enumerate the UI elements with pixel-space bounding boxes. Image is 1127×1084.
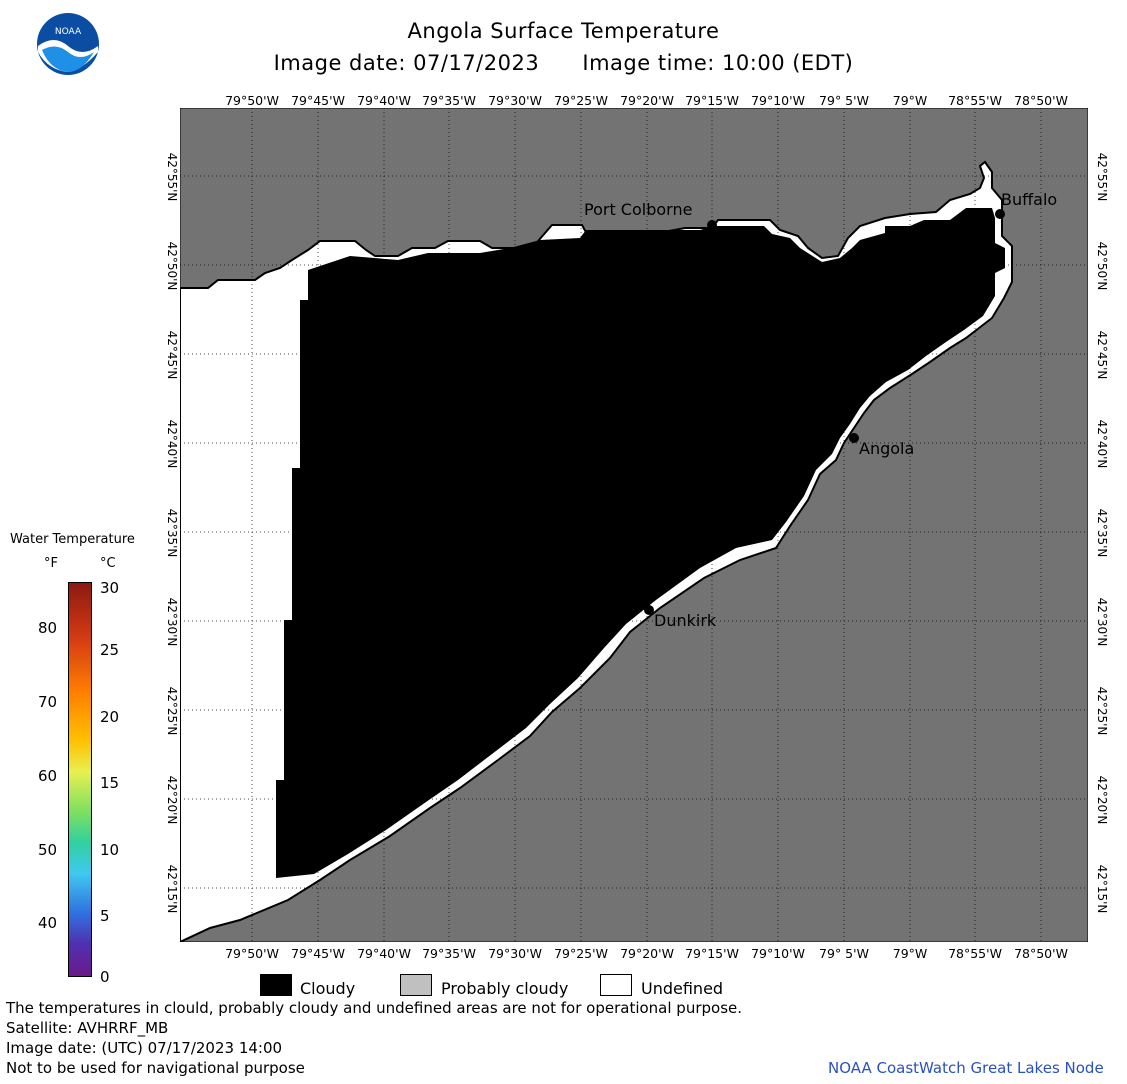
lon-label: 79°40'W bbox=[357, 946, 411, 961]
lon-label: 79°45'W bbox=[291, 946, 345, 961]
lat-label: 42°30'N bbox=[165, 597, 179, 647]
tick-c: 10 bbox=[100, 841, 120, 859]
lat-label: 42°25'N bbox=[165, 686, 179, 736]
tick-f: 50 bbox=[38, 841, 58, 859]
image-time: Image time: 10:00 (EDT) bbox=[582, 51, 854, 75]
lon-label: 79°50'W bbox=[225, 93, 279, 108]
lon-label: 79°15'W bbox=[685, 93, 739, 108]
lon-label: 79°W bbox=[892, 93, 928, 108]
map-subtitle: Image date: 07/17/2023 Image time: 10:00… bbox=[0, 51, 1127, 75]
unit-celsius: °C bbox=[100, 556, 116, 571]
lon-label: 79°50'W bbox=[225, 946, 279, 961]
grid-lines bbox=[180, 108, 1088, 942]
lon-label: 79°35'W bbox=[422, 946, 476, 961]
place-buffalo: Buffalo bbox=[1001, 190, 1058, 209]
lat-label: 42°35'N bbox=[165, 508, 179, 558]
place-angola: Angola bbox=[859, 439, 915, 458]
lon-label: 79°10'W bbox=[751, 946, 805, 961]
undefined-label: Undefined bbox=[641, 979, 724, 998]
lon-label: 79°20'W bbox=[620, 946, 674, 961]
lat-label: 42°45'N bbox=[1095, 330, 1109, 380]
unit-fahrenheit: °F bbox=[44, 556, 58, 571]
tick-f: 80 bbox=[38, 619, 58, 637]
lon-label: 79°25'W bbox=[554, 946, 608, 961]
probably-cloudy-label: Probably cloudy bbox=[441, 979, 569, 998]
place-dunkirk: Dunkirk bbox=[654, 611, 717, 630]
tick-c: 5 bbox=[100, 907, 110, 925]
footer-navigation-note: Not to be used for navigational purpose bbox=[6, 1059, 305, 1077]
footer-credit: NOAA CoastWatch Great Lakes Node bbox=[828, 1059, 1104, 1077]
footer-utc-date: Image date: (UTC) 07/17/2023 14:00 bbox=[6, 1039, 283, 1057]
lon-label: 79°25'W bbox=[554, 93, 608, 108]
buffalo-marker bbox=[995, 209, 1005, 219]
cloudy-area bbox=[276, 208, 1005, 878]
lat-label: 42°55'N bbox=[165, 152, 179, 202]
footer-satellite: Satellite: AVHRRF_MB bbox=[6, 1019, 169, 1037]
footer-disclaimer: The temperatures in clould, probably clo… bbox=[6, 999, 743, 1017]
water-temp-legend-title: Water Temperature bbox=[10, 532, 135, 547]
lat-label: 42°40'N bbox=[1095, 419, 1109, 469]
tick-c: 30 bbox=[100, 579, 120, 597]
image-date: Image date: 07/17/2023 bbox=[273, 51, 540, 75]
noaa-logo: NOAA bbox=[37, 13, 99, 75]
lon-label: 79° 5'W bbox=[819, 93, 869, 108]
lat-label: 42°35'N bbox=[1095, 508, 1109, 558]
lon-label: 78°55'W bbox=[948, 946, 1002, 961]
logo-text: NOAA bbox=[55, 27, 82, 37]
lat-label: 42°15'N bbox=[1095, 864, 1109, 914]
cloudy-label: Cloudy bbox=[300, 979, 356, 998]
cloudy-swatch bbox=[260, 974, 292, 996]
tick-f: 70 bbox=[38, 693, 58, 711]
lat-label: 42°55'N bbox=[1095, 152, 1109, 202]
map-title: Angola Surface Temperature bbox=[407, 19, 720, 43]
tick-c: 0 bbox=[100, 968, 110, 986]
lat-label: 42°40'N bbox=[165, 419, 179, 469]
port-colborne-marker bbox=[707, 220, 717, 230]
lat-label: 42°15'N bbox=[165, 864, 179, 914]
lat-label: 42°20'N bbox=[165, 775, 179, 825]
lon-label: 79°30'W bbox=[488, 93, 542, 108]
lon-label: 79°45'W bbox=[291, 93, 345, 108]
lat-label: 42°30'N bbox=[1095, 597, 1109, 647]
lat-label: 42°45'N bbox=[165, 330, 179, 380]
tick-c: 15 bbox=[100, 774, 120, 792]
lon-label: 78°50'W bbox=[1014, 946, 1068, 961]
undefined-swatch bbox=[600, 974, 632, 996]
lon-label: 79°W bbox=[892, 946, 928, 961]
lake-erie-map bbox=[180, 108, 1088, 942]
lon-label: 79°20'W bbox=[620, 93, 674, 108]
lat-label: 42°25'N bbox=[1095, 686, 1109, 736]
tick-f: 60 bbox=[38, 767, 58, 785]
lon-label: 79° 5'W bbox=[819, 946, 869, 961]
lat-label: 42°20'N bbox=[1095, 775, 1109, 825]
lat-label: 42°50'N bbox=[1095, 241, 1109, 291]
place-port-colborne: Port Colborne bbox=[584, 200, 693, 219]
lon-label: 79°35'W bbox=[422, 93, 476, 108]
tick-c: 20 bbox=[100, 708, 120, 726]
tick-c: 25 bbox=[100, 641, 120, 659]
lon-label: 79°30'W bbox=[488, 946, 542, 961]
lon-label: 79°10'W bbox=[751, 93, 805, 108]
lon-label: 79°40'W bbox=[357, 93, 411, 108]
lon-label: 78°50'W bbox=[1014, 93, 1068, 108]
lat-label: 42°50'N bbox=[165, 241, 179, 291]
lon-label: 78°55'W bbox=[948, 93, 1002, 108]
temperature-color-scale bbox=[68, 582, 92, 977]
angola-marker bbox=[849, 433, 859, 443]
lon-label: 79°15'W bbox=[685, 946, 739, 961]
tick-f: 40 bbox=[38, 914, 58, 932]
dunkirk-marker bbox=[644, 605, 654, 615]
probably-cloudy-swatch bbox=[400, 974, 432, 996]
